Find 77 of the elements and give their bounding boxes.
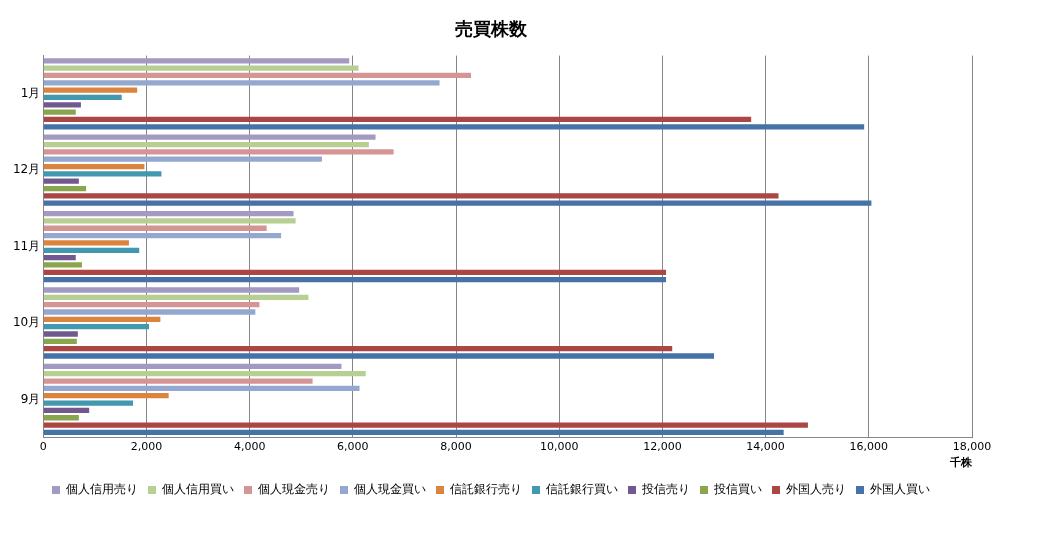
bar <box>43 247 140 253</box>
bar <box>43 309 256 315</box>
legend-label: 外国人買い <box>870 482 930 497</box>
bar <box>43 65 359 71</box>
x-tick-label: 18,000 <box>952 440 992 454</box>
bar <box>43 353 715 359</box>
bar <box>43 149 394 155</box>
bar <box>43 87 138 93</box>
bar <box>43 385 360 392</box>
bar <box>43 80 440 86</box>
bar <box>43 429 784 436</box>
bar <box>43 407 90 414</box>
bar <box>43 225 267 231</box>
bar <box>43 116 752 123</box>
legend-label: 信託銀行買い <box>546 482 618 497</box>
legend-label: 投信売り <box>641 482 690 497</box>
bar <box>43 185 87 192</box>
bar <box>43 378 313 384</box>
bar <box>43 302 260 308</box>
y-tick-label: 10月 <box>12 315 41 330</box>
bar <box>43 210 294 217</box>
chart-title: 売買株数 <box>455 18 528 40</box>
y-tick-label: 1月 <box>20 85 41 100</box>
bar <box>43 294 309 300</box>
bar <box>43 72 471 79</box>
bar <box>43 141 369 148</box>
bar <box>43 102 81 108</box>
y-tick-label: 12月 <box>12 162 41 177</box>
legend-label: 外国人売り <box>786 482 846 497</box>
x-axis-title: 千株 <box>949 456 973 470</box>
bar <box>43 422 808 428</box>
bar <box>43 134 376 140</box>
bar <box>43 232 282 239</box>
y-tick-label: 9月 <box>20 391 41 406</box>
bar <box>43 156 322 162</box>
x-tick-label: 10,000 <box>539 440 579 454</box>
bar <box>43 218 296 224</box>
bar <box>43 171 162 177</box>
legend-label: 投信買い <box>713 482 762 497</box>
bar <box>43 254 76 261</box>
legend-label: 個人信用買い <box>162 482 234 497</box>
bar <box>43 371 366 377</box>
x-tick-label: 8,000 <box>440 440 472 454</box>
bar <box>43 338 77 344</box>
bar <box>43 346 673 352</box>
bar <box>43 287 300 293</box>
legend-label: 個人信用売り <box>66 482 138 497</box>
x-tick-label: 0 <box>39 440 47 454</box>
bar <box>43 94 122 101</box>
x-tick-label: 14,000 <box>746 440 785 454</box>
x-tick-label: 6,000 <box>337 440 369 454</box>
bar <box>43 393 169 399</box>
bar <box>43 163 145 170</box>
bar <box>43 124 865 130</box>
bar <box>43 109 76 115</box>
legend-label: 個人現金売り <box>258 482 330 497</box>
legend-label: 信託銀行売り <box>450 482 522 497</box>
bar <box>43 276 667 283</box>
x-tick-label: 2,000 <box>130 440 163 454</box>
bar <box>43 400 134 406</box>
y-tick-label: 11月 <box>12 238 41 253</box>
bar <box>43 331 78 337</box>
bar <box>43 58 350 64</box>
bar <box>43 262 82 268</box>
bar <box>43 178 79 184</box>
bar <box>43 240 129 246</box>
x-tick-label: 16,000 <box>849 440 889 454</box>
bar <box>43 415 79 421</box>
x-tick-label: 12,000 <box>643 440 682 454</box>
bar <box>43 316 161 322</box>
legend-label: 個人現金買い <box>354 482 426 497</box>
bar <box>43 363 342 370</box>
x-tick-label: 4,000 <box>233 440 266 454</box>
bar <box>43 193 779 199</box>
bar <box>43 200 872 206</box>
bar <box>43 324 150 330</box>
bar <box>43 269 667 275</box>
